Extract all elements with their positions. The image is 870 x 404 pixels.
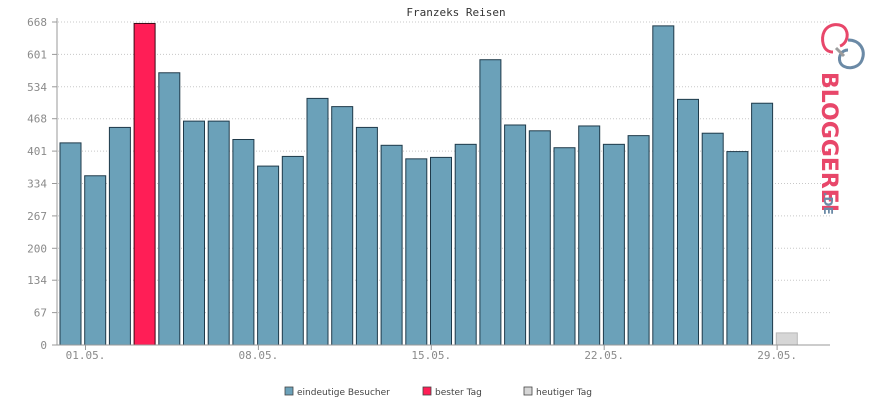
bar xyxy=(652,25,675,346)
bar xyxy=(257,165,280,346)
y-tick-label: 67 xyxy=(34,307,47,320)
legend-item: bester Tag xyxy=(422,386,482,398)
bar xyxy=(232,138,255,346)
bar xyxy=(183,120,205,346)
bloggerei-logo: BLOGGEREI .DE xyxy=(816,23,865,215)
bar xyxy=(84,175,107,346)
legend: eindeutige Besucher bester Tag heutiger Ta… xyxy=(284,386,592,398)
bar xyxy=(405,158,428,346)
axes xyxy=(52,18,830,346)
bar xyxy=(627,135,650,346)
bar xyxy=(380,144,403,346)
x-tick-label: 01.05. xyxy=(66,349,106,362)
bar xyxy=(726,151,749,346)
x-tick-labels: 01.05. 08.05. 15.05. 22.05. 29.05. xyxy=(66,345,797,362)
bar xyxy=(108,126,131,346)
brand-domain: .DE xyxy=(821,192,835,215)
legend-swatch xyxy=(284,386,294,396)
x-tick-label: 08.05. xyxy=(239,349,279,362)
y-tick-label: 134 xyxy=(27,274,47,287)
bar xyxy=(281,155,304,346)
y-tick-labels: 0 67 134 200 267 334 401 468 534 601 668 xyxy=(27,16,57,352)
y-tick-label: 601 xyxy=(27,48,47,61)
bar-today xyxy=(775,332,798,346)
legend-label: heutiger Tag xyxy=(536,388,592,398)
y-tick-label: 267 xyxy=(27,210,47,223)
y-tick-label: 401 xyxy=(27,145,47,158)
chart-title: Franzeks Reisen xyxy=(406,6,505,19)
x-tick-label: 29.05. xyxy=(757,349,797,362)
y-tick-label: 468 xyxy=(27,113,47,126)
bar xyxy=(306,97,329,346)
legend-label: bester Tag xyxy=(435,388,482,398)
legend-swatch xyxy=(422,386,432,396)
x-tick-label: 22.05. xyxy=(584,349,624,362)
bar xyxy=(355,126,378,346)
y-tick-label: 534 xyxy=(27,81,47,94)
bar xyxy=(602,143,625,346)
legend-item: heutiger Tag xyxy=(523,386,592,398)
bar xyxy=(553,147,576,346)
bar xyxy=(578,125,601,346)
legend-swatch xyxy=(523,386,533,396)
bloggerei-logo-icon xyxy=(821,23,865,70)
bar xyxy=(430,156,452,346)
bar xyxy=(504,124,527,346)
x-tick-label: 15.05. xyxy=(411,349,451,362)
bar xyxy=(331,106,354,346)
bar xyxy=(454,143,477,346)
bar xyxy=(207,120,230,346)
bar xyxy=(479,59,502,346)
y-tick-label: 668 xyxy=(27,16,47,29)
bar-best-day xyxy=(133,22,156,346)
y-tick-label: 334 xyxy=(27,178,47,191)
bar xyxy=(59,142,82,346)
bar xyxy=(158,72,181,346)
bar xyxy=(528,130,551,346)
legend-item: eindeutige Besucher xyxy=(284,386,390,398)
bar xyxy=(751,102,774,346)
bar xyxy=(701,132,724,346)
y-tick-label: 200 xyxy=(27,242,47,255)
bar xyxy=(677,98,699,346)
bars xyxy=(59,22,798,346)
brand-name: BLOGGEREI xyxy=(816,72,841,212)
y-tick-label: 0 xyxy=(40,339,47,352)
legend-label: eindeutige Besucher xyxy=(297,388,390,398)
